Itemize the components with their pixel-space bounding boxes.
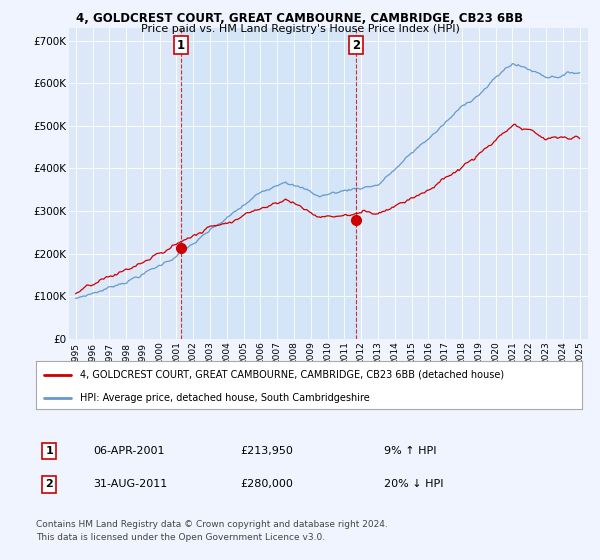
Text: 9% ↑ HPI: 9% ↑ HPI bbox=[384, 446, 437, 456]
Text: 1: 1 bbox=[46, 446, 53, 456]
Text: 31-AUG-2011: 31-AUG-2011 bbox=[93, 479, 167, 489]
Text: 4, GOLDCREST COURT, GREAT CAMBOURNE, CAMBRIDGE, CB23 6BB: 4, GOLDCREST COURT, GREAT CAMBOURNE, CAM… bbox=[76, 12, 524, 25]
Text: 2: 2 bbox=[46, 479, 53, 489]
Text: Contains HM Land Registry data © Crown copyright and database right 2024.: Contains HM Land Registry data © Crown c… bbox=[36, 520, 388, 529]
Text: £280,000: £280,000 bbox=[240, 479, 293, 489]
Bar bbox=[181, 28, 356, 339]
Text: HPI: Average price, detached house, South Cambridgeshire: HPI: Average price, detached house, Sout… bbox=[80, 393, 370, 403]
Text: Price paid vs. HM Land Registry's House Price Index (HPI): Price paid vs. HM Land Registry's House … bbox=[140, 24, 460, 34]
Text: 06-APR-2001: 06-APR-2001 bbox=[93, 446, 164, 456]
Text: £213,950: £213,950 bbox=[240, 446, 293, 456]
Text: 20% ↓ HPI: 20% ↓ HPI bbox=[384, 479, 443, 489]
Text: 1: 1 bbox=[177, 39, 185, 52]
Text: 2: 2 bbox=[352, 39, 360, 52]
Text: This data is licensed under the Open Government Licence v3.0.: This data is licensed under the Open Gov… bbox=[36, 533, 325, 542]
Text: 4, GOLDCREST COURT, GREAT CAMBOURNE, CAMBRIDGE, CB23 6BB (detached house): 4, GOLDCREST COURT, GREAT CAMBOURNE, CAM… bbox=[80, 370, 504, 380]
